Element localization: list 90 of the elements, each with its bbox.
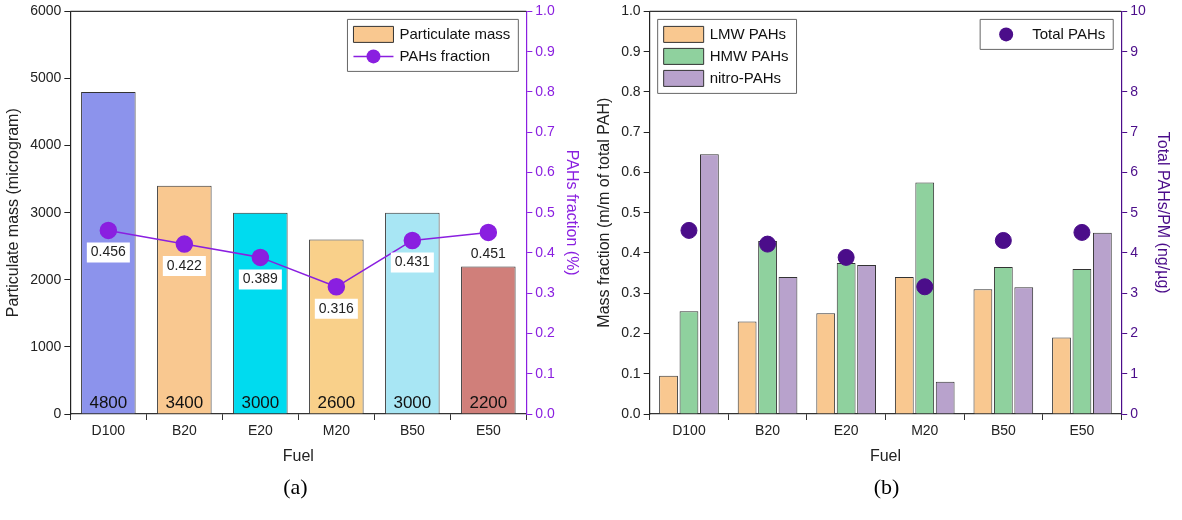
data-label: 3000 (241, 392, 280, 412)
y2-tick-label: 6 (1130, 163, 1139, 180)
y-axis-title: Mass fraction (m/m of total PAH) (595, 97, 613, 328)
x-tick-label: E50 (475, 422, 501, 439)
x-axis-title: Fuel (282, 446, 314, 464)
y2-tick-label: 0.2 (535, 324, 556, 341)
y-tick-label: 0.9 (621, 42, 641, 59)
y2-tick-label: 0.6 (535, 163, 556, 180)
point (251, 248, 270, 267)
y-tick-label: 0.4 (621, 243, 641, 260)
x-tick-label: M20 (322, 422, 351, 439)
y2-tick-label: 4 (1130, 243, 1139, 260)
point (479, 223, 498, 242)
data-label: 3000 (393, 392, 432, 412)
point (680, 221, 698, 239)
x-axis-title: Fuel (869, 446, 902, 464)
y-tick-label: 4000 (30, 136, 62, 153)
y-axis-title: Particulate mass (microgram) (4, 108, 22, 318)
y2-tick-label: 7 (1130, 123, 1139, 140)
x-tick-label: M20 (911, 422, 939, 439)
y2-tick-label: 10 (1130, 2, 1147, 19)
x-tick-label: B50 (399, 422, 425, 439)
y2-tick-label: 0.3 (535, 284, 556, 301)
y2-tick-label: 0.1 (535, 364, 556, 381)
point (327, 278, 346, 296)
data-label: 2600 (317, 392, 356, 412)
point (403, 231, 422, 250)
y2-tick-label: 1 (1130, 364, 1139, 381)
point (837, 248, 855, 266)
data-label: 4800 (89, 392, 128, 412)
y-tick-label: 3000 (30, 203, 62, 220)
x-tick-label: D100 (91, 422, 126, 439)
y2-tick-label: 9 (1130, 42, 1139, 59)
point (1073, 223, 1091, 241)
data-label: 0.389 (242, 270, 279, 287)
text: (a) (282, 474, 309, 500)
y-tick-label: 0.1 (621, 364, 641, 381)
point (916, 278, 934, 296)
y2-tick-label: 0.0 (535, 404, 556, 421)
point (175, 235, 194, 253)
point (759, 235, 777, 253)
y2-tick-label: 0.9 (535, 42, 556, 59)
y-tick-label: 0.7 (621, 123, 641, 140)
data-label: 0.316 (318, 299, 355, 316)
y2-tick-label: 8 (1130, 82, 1139, 99)
y-tick-label: 5000 (30, 69, 62, 86)
y2-tick-label: 1.0 (535, 2, 556, 19)
x-tick-label: B50 (990, 422, 1016, 439)
y2-tick-label: 5 (1130, 203, 1139, 220)
y2-tick-label: 0.8 (535, 82, 556, 99)
y2-tick-label: 2 (1130, 324, 1139, 341)
text: (b) (872, 474, 901, 500)
y-tick-label: 0.2 (621, 324, 641, 341)
legend-label: Total PAHs (1032, 24, 1106, 42)
y-tick-label: 0.6 (621, 163, 641, 180)
y-tick-label: 0 (53, 404, 62, 421)
y-tick-label: 0.8 (621, 82, 641, 99)
y-tick-label: 0.5 (621, 203, 641, 220)
legend-label: nitro-PAHs (709, 68, 782, 86)
x-tick-label: B20 (755, 422, 781, 439)
point (994, 231, 1012, 249)
x-tick-label: E50 (1069, 422, 1095, 439)
legend-label: LMW PAHs (709, 24, 787, 42)
data-label: 0.431 (394, 253, 431, 270)
y2-tick-label: 3 (1130, 284, 1139, 301)
y-tick-label: 1.0 (621, 2, 641, 19)
data-label: 0.422 (166, 256, 203, 273)
data-label: 2200 (469, 392, 508, 412)
y2-axis-title: PAHs fraction (%) (563, 149, 581, 276)
x-tick-label: E20 (833, 422, 859, 439)
y-tick-label: 0.0 (621, 404, 641, 421)
data-label: 0.456 (90, 243, 127, 260)
y-tick-label: 6000 (30, 2, 62, 19)
point (99, 221, 118, 240)
y-tick-label: 1000 (30, 337, 62, 354)
y2-tick-label: 0.7 (535, 123, 556, 140)
legend-label: HMW PAHs (709, 46, 789, 64)
x-tick-label: D100 (672, 422, 706, 439)
x-tick-label: B20 (171, 422, 198, 439)
data-label: 0.451 (470, 245, 507, 262)
legend-label: PAHs fraction (399, 46, 491, 64)
data-label: 3400 (165, 392, 204, 412)
legend-label: Particulate mass (399, 24, 511, 42)
y2-tick-label: 0.5 (535, 203, 556, 220)
y2-tick-label: 0 (1130, 404, 1139, 421)
y2-tick-label: 0.4 (535, 243, 556, 260)
y2-axis-title: Total PAHs/PM (ng/µg) (1154, 131, 1172, 294)
y-tick-label: 2000 (30, 270, 62, 287)
x-tick-label: E20 (247, 422, 273, 439)
y-tick-label: 0.3 (621, 284, 641, 301)
